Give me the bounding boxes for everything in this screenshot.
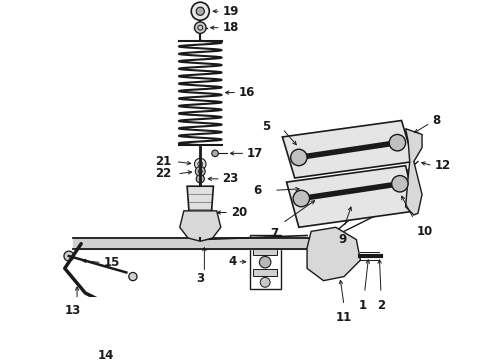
Circle shape [196,175,204,183]
Circle shape [260,278,270,287]
Text: 23: 23 [222,172,239,185]
Circle shape [129,273,137,281]
Circle shape [102,306,125,329]
Polygon shape [287,166,416,227]
Text: 8: 8 [433,114,441,127]
Text: 13: 13 [65,305,81,318]
Text: 16: 16 [239,86,255,99]
Polygon shape [282,121,414,178]
Text: 19: 19 [222,5,239,18]
Text: 12: 12 [434,159,451,172]
Text: 20: 20 [231,206,247,219]
Polygon shape [406,129,422,215]
Bar [253,249,277,255]
Text: 15: 15 [103,256,120,269]
Text: 10: 10 [416,225,433,238]
Bar [249,235,281,289]
Text: 6: 6 [254,184,262,197]
Circle shape [293,190,310,207]
Circle shape [191,2,209,20]
Text: 4: 4 [228,255,236,268]
Text: 18: 18 [222,21,239,34]
Text: 1: 1 [359,299,367,312]
Text: 2: 2 [377,299,385,312]
Circle shape [64,251,74,261]
Circle shape [392,176,408,192]
Polygon shape [187,186,214,240]
Text: 5: 5 [262,120,270,133]
Text: 21: 21 [155,155,172,168]
Polygon shape [180,211,221,241]
Circle shape [196,7,204,15]
Circle shape [195,158,206,170]
Text: 17: 17 [247,147,263,160]
Polygon shape [307,227,361,281]
Circle shape [196,166,205,176]
Text: 7: 7 [270,227,278,240]
Circle shape [389,134,406,151]
Text: 22: 22 [155,167,172,180]
Circle shape [260,237,270,247]
Circle shape [259,256,271,268]
Circle shape [291,149,307,166]
Circle shape [212,150,219,157]
Bar [253,269,277,275]
Text: 3: 3 [196,272,204,285]
Text: 11: 11 [336,311,352,324]
Text: 9: 9 [338,233,346,246]
Text: 14: 14 [98,349,114,360]
Circle shape [195,22,206,33]
